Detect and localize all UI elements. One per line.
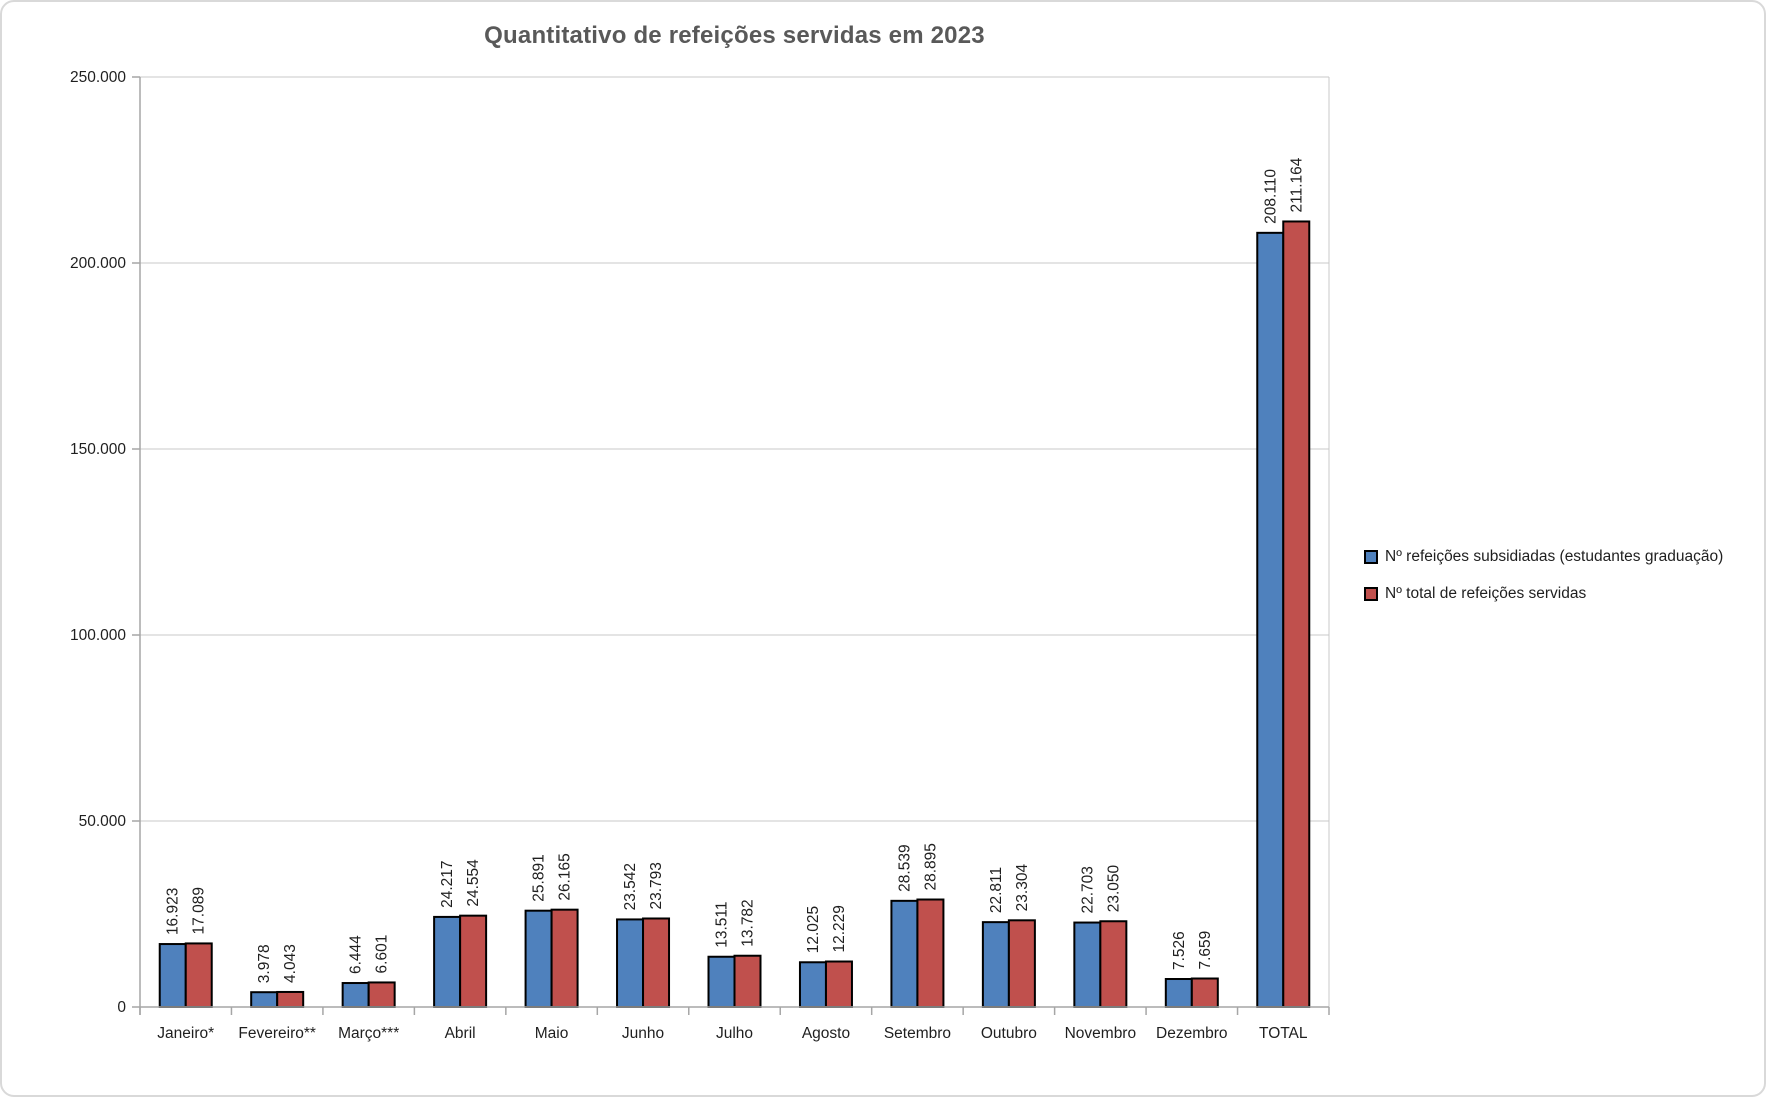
bar-value-label: 4.043 <box>282 944 299 983</box>
legend-item-subsidiadas: Nº refeições subsidiadas (estudantes gra… <box>1364 547 1723 567</box>
bar-0-8 <box>890 899 919 1008</box>
bar-0-0 <box>158 943 187 1009</box>
bar-1-10 <box>1099 920 1128 1009</box>
y-tick-label: 50.000 <box>79 813 127 830</box>
bar-1-11 <box>1190 977 1219 1009</box>
x-category-label: Janeiro* <box>157 1025 214 1042</box>
bar-0-2 <box>341 982 370 1008</box>
bar-value-label: 3.978 <box>256 944 273 983</box>
y-tick-label: 150.000 <box>70 441 126 458</box>
bar-value-label: 12.025 <box>805 906 822 953</box>
bar-0-7 <box>798 961 827 1009</box>
bar-value-label: 12.229 <box>831 905 848 952</box>
bar-1-12 <box>1282 220 1311 1009</box>
bar-0-3 <box>433 915 462 1009</box>
bar-0-11 <box>1164 978 1193 1009</box>
bar-value-label: 23.542 <box>622 863 639 910</box>
x-category-label: Junho <box>622 1025 664 1042</box>
bar-1-1 <box>276 990 305 1008</box>
legend-swatch-blue-icon <box>1364 550 1378 564</box>
bar-value-label: 23.793 <box>648 862 665 909</box>
x-category-label: Abril <box>445 1025 476 1042</box>
legend-item-total: Nº total de refeições servidas <box>1364 584 1723 604</box>
bar-value-label: 16.923 <box>165 888 182 935</box>
legend-label-subsidiadas: Nº refeições subsidiadas (estudantes gra… <box>1385 548 1724 565</box>
bar-value-label: 23.304 <box>1014 864 1031 912</box>
bar-value-label: 22.811 <box>988 867 1005 913</box>
bar-1-2 <box>367 981 396 1008</box>
bar-1-9 <box>1007 919 1036 1009</box>
bar-value-label: 211.164 <box>1288 157 1305 212</box>
bar-1-8 <box>916 898 945 1009</box>
bar-value-label: 24.217 <box>439 860 456 907</box>
bar-value-label: 26.165 <box>557 853 574 900</box>
x-category-label: Maio <box>535 1025 569 1042</box>
bar-value-label: 7.659 <box>1197 931 1214 970</box>
x-category-label: Setembro <box>884 1025 951 1042</box>
x-category-label: TOTAL <box>1259 1025 1308 1042</box>
x-category-label: Outubro <box>981 1025 1037 1042</box>
bar-0-6 <box>707 955 736 1008</box>
bar-value-label: 25.891 <box>531 854 548 901</box>
legend: Nº refeições subsidiadas (estudantes gra… <box>1364 547 1723 621</box>
bar-value-label: 28.895 <box>922 843 939 890</box>
bar-1-3 <box>459 914 488 1008</box>
bar-1-6 <box>733 954 762 1008</box>
bar-0-1 <box>250 991 279 1009</box>
legend-swatch-red-icon <box>1364 587 1378 601</box>
bar-0-5 <box>616 918 645 1009</box>
bar-0-9 <box>981 921 1010 1008</box>
bar-value-label: 23.050 <box>1105 864 1122 912</box>
bar-value-label: 7.526 <box>1171 931 1188 970</box>
x-category-label: Julho <box>716 1025 753 1042</box>
y-tick-label: 200.000 <box>70 255 126 272</box>
y-tick-label: 100.000 <box>70 627 126 644</box>
bar-value-label: 22.703 <box>1079 866 1096 913</box>
bar-value-label: 13.511 <box>714 901 731 947</box>
x-category-label: Fevereiro** <box>238 1025 316 1042</box>
x-category-label: Dezembro <box>1156 1025 1228 1042</box>
bar-1-5 <box>642 917 671 1009</box>
bar-1-4 <box>550 908 579 1008</box>
x-category-label: Agosto <box>802 1025 850 1042</box>
bar-value-label: 208.110 <box>1262 169 1279 224</box>
bar-1-7 <box>824 960 853 1008</box>
bar-value-label: 6.601 <box>374 935 391 974</box>
bar-value-label: 28.539 <box>896 844 913 891</box>
bar-0-4 <box>524 909 553 1009</box>
y-tick-label: 250.000 <box>70 69 126 86</box>
bar-0-12 <box>1256 231 1285 1008</box>
bar-value-label: 17.089 <box>191 887 208 934</box>
chart-title: Quantitativo de refeições servidas em 20… <box>484 22 985 49</box>
bar-value-label: 6.444 <box>348 935 365 974</box>
bar-value-label: 24.554 <box>465 859 482 907</box>
bar-value-label: 13.782 <box>740 899 757 946</box>
bar-0-10 <box>1073 921 1102 1009</box>
x-category-label: Novembro <box>1065 1025 1137 1042</box>
bar-1-0 <box>184 942 213 1008</box>
y-tick-label: 0 <box>117 999 126 1016</box>
legend-label-total: Nº total de refeições servidas <box>1385 585 1587 602</box>
x-category-label: Março*** <box>338 1025 399 1042</box>
